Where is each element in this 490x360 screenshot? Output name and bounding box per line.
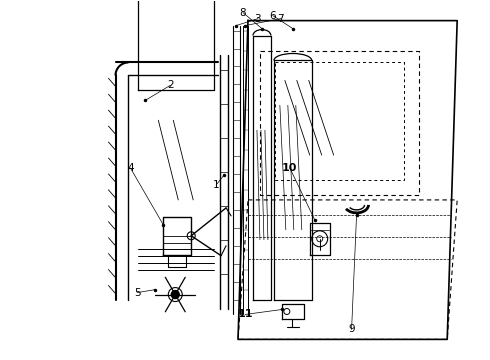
Text: 6: 6 (270, 11, 276, 21)
Text: 2: 2 (167, 80, 173, 90)
Circle shape (172, 291, 179, 298)
Text: 1: 1 (213, 180, 220, 190)
Text: 4: 4 (127, 163, 134, 173)
Text: 9: 9 (348, 324, 355, 334)
Text: 8: 8 (240, 8, 246, 18)
Text: 3: 3 (255, 14, 261, 24)
Text: 7: 7 (277, 14, 284, 24)
Text: 5: 5 (134, 288, 141, 298)
Text: 11: 11 (237, 310, 253, 319)
Text: 10: 10 (282, 163, 297, 173)
